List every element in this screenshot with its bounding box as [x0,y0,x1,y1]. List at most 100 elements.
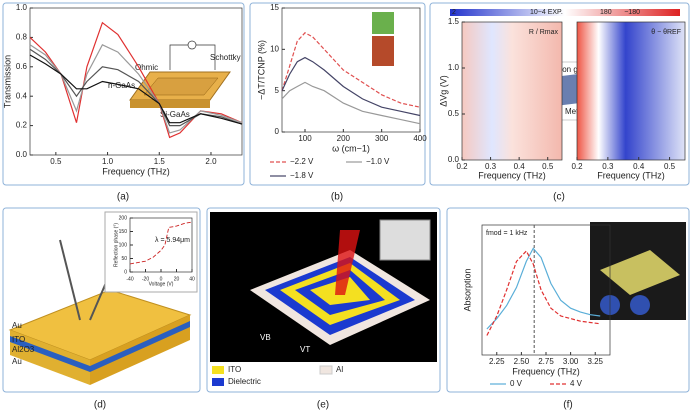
data-line [486,249,601,336]
y-tick-label: 0.6 [16,62,28,71]
data-line [281,81,421,125]
x-tick-label: 0 [160,276,163,282]
colorbar-label: −180 [624,9,640,16]
plot-frame [281,7,421,133]
x-tick-label: 0.2 [571,162,583,171]
caption: (f) [563,400,572,411]
y-axis-label: Transmission [2,55,12,108]
x-axis-label: ω (cm−1) [332,143,370,153]
y-tick-label: 0.0 [448,155,460,164]
x-tick-label: 3.25 [587,357,603,366]
x-axis-label: Frequency (THz) [102,166,170,176]
plot-frame [461,21,563,161]
schematic-label: Ohmic [135,63,158,72]
schematic-label: VB [260,333,271,342]
y-tick-label: 0.5 [448,109,460,118]
x-tick-label: -40 [126,276,133,282]
panel-borders [2,2,690,393]
x-tick-label: 1.0 [102,157,114,166]
y-tick-label: 100 [119,242,128,248]
x-tick-label: 1.5 [154,157,166,166]
inset-image [372,36,394,66]
heatmap-image [577,22,685,160]
plot-frame [576,21,686,161]
x-axis-label: Frequency (THz) [597,170,665,180]
legend-label: −1.0 V [366,157,390,166]
x-tick-label: 200 [337,134,351,143]
legend-label: −1.8 V [290,171,314,180]
caption: (d) [94,400,106,411]
legend-label: 0 V [510,379,523,388]
data-line [129,221,193,265]
y-tick-label: 1.0 [448,63,460,72]
y-tick-label: 5 [275,86,280,95]
y-tick-label: 50 [121,256,127,262]
x-tick-label: 0.3 [485,162,497,171]
schematic-label: Schottky [210,53,241,62]
caption: (c) [553,192,565,203]
y-tick-label: 1.0 [16,3,28,12]
schematic-label: Al2O3 [12,345,35,354]
schematic-label: ITO [12,335,25,344]
legend-label: Dielectric [228,377,261,386]
x-axis-label: Voltage (V) [149,281,174,287]
device-schematic: Ohmic Schottky n-GaAs Si-GaAs [108,40,241,119]
x-tick-label: 2.75 [538,357,554,366]
x-tick-label: 400 [413,134,427,143]
y-axis-label: Absorption [462,268,472,311]
colorbar [450,9,680,16]
y-tick-label: 0.8 [16,33,28,42]
captions: (a) (b) (c) (d) (e) (f) [94,192,573,411]
inset-image [372,12,394,34]
data-line [486,247,601,330]
y-tick-label: 0.4 [16,91,28,100]
device-schematic: Au ITO Al2O3 Au [8,211,198,385]
colorbar-label: 10−4 EXP. [530,9,563,16]
x-tick-label: 0.4 [514,162,526,171]
y-tick-label: 0.2 [16,121,28,130]
caption: (e) [317,400,329,411]
x-tick-label: -20 [142,276,149,282]
plot-frame [29,7,243,156]
subplot-title: R / Rmax [529,29,559,36]
y-tick-label: 1.5 [448,17,460,26]
heatmap-image [462,22,562,160]
legend-label: Al [336,365,343,374]
legend-label: 4 V [570,379,583,388]
y-tick-label: 15 [270,3,279,12]
y-tick-label: 0 [275,127,280,136]
caption: (b) [331,192,343,203]
schematic-label: VT [300,345,310,354]
caption: (a) [117,192,129,203]
x-tick-label: 0.4 [633,162,645,171]
y-axis-label: Reflection phase (°) [113,223,119,267]
x-tick-label: 40 [189,276,195,282]
device-schematic: ITO Dielectric Al VB VT [210,212,437,386]
x-tick-label: 20 [174,276,180,282]
y-tick-label: 10 [270,44,279,53]
x-tick-label: 0.3 [602,162,614,171]
x-axis-label: Frequency (THz) [512,366,580,376]
x-tick-label: 300 [375,134,389,143]
x-tick-label: 2.0 [205,157,217,166]
y-tick-label: 0.0 [16,150,28,159]
legend-label: ITO [228,365,241,374]
schematic-label: Ion gel [560,65,584,74]
data-line [29,44,243,134]
device-schematic [590,222,686,320]
legend-label: −2.2 V [290,157,314,166]
data-line [281,56,421,117]
x-tick-label: 0.5 [664,162,676,171]
subplot-title: θ − θREF [651,29,681,36]
schematic-label: Au [12,321,22,330]
y-tick-label: 200 [119,215,128,221]
x-tick-label: 0.2 [456,162,468,171]
y-tick-label: 0 [124,269,127,275]
x-tick-label: 0.5 [50,157,62,166]
annotation: fmod = 1 kHz [486,230,528,237]
y-axis-label: ΔVg (V) [438,75,448,107]
colorbar-label: 180 [600,9,612,16]
x-tick-label: 3.00 [563,357,579,366]
annotation: λ = 5.94μm [155,237,190,244]
